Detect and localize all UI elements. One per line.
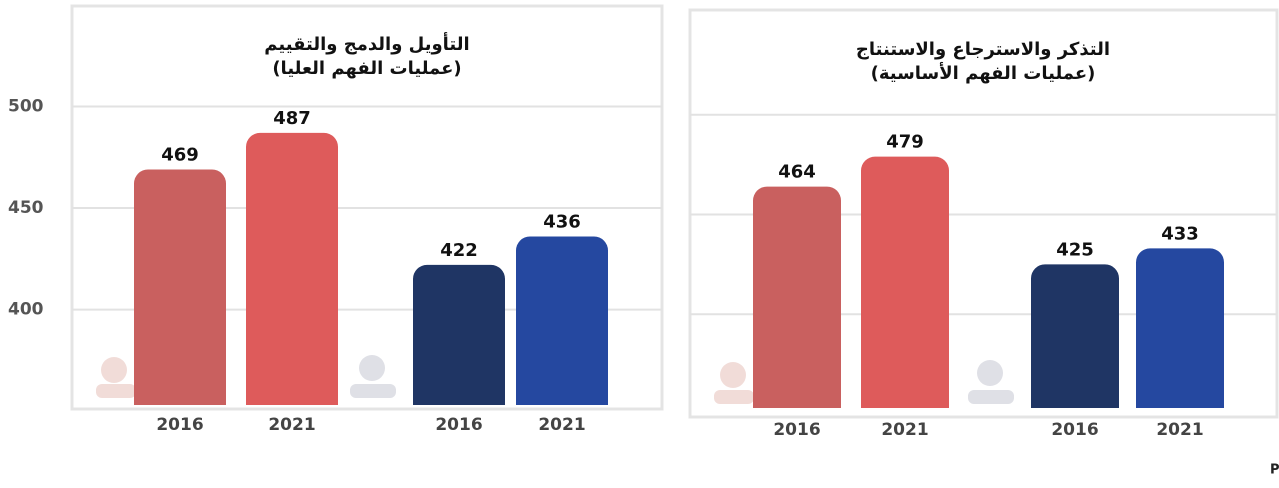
bar-base (134, 391, 226, 405)
x-tick-label: 2016 (1051, 420, 1098, 440)
value-label: 479 (886, 132, 924, 153)
bar-base (516, 391, 608, 405)
girl-icon (96, 357, 136, 398)
bar (516, 236, 608, 405)
girl-icon (714, 362, 754, 404)
bar (246, 132, 338, 406)
bar-base (1031, 394, 1119, 408)
boy-icon (350, 355, 396, 398)
bar (1136, 248, 1224, 408)
value-label: 422 (440, 240, 478, 261)
y-tick-label: 450 (8, 198, 44, 218)
x-tick-label: 2021 (881, 420, 928, 440)
value-label: 433 (1161, 223, 1199, 244)
value-label: 487 (273, 108, 311, 129)
x-tick-label: 2016 (773, 420, 820, 440)
value-label: 425 (1056, 239, 1094, 260)
value-label: 469 (161, 144, 199, 165)
x-tick-label: 2021 (1156, 420, 1203, 440)
chart-subtitle: (عمليات الفهم الأساسية) (871, 62, 1096, 84)
chart-subtitle: (عمليات الفهم العليا) (272, 58, 461, 79)
y-tick-label: 500 (8, 97, 44, 117)
bar (753, 186, 841, 408)
boy-icon (968, 360, 1014, 404)
bar-base (246, 391, 338, 405)
bar (413, 264, 505, 405)
value-label: 464 (778, 162, 816, 183)
bar (1031, 264, 1119, 408)
x-tick-label: 2016 (435, 415, 482, 435)
y-tick-label: 400 (8, 300, 44, 320)
bar-base (413, 391, 505, 405)
x-tick-label: 2021 (538, 415, 585, 435)
x-tick-label: 2021 (268, 415, 315, 435)
x-tick-label: 2016 (156, 415, 203, 435)
bar-base (1136, 394, 1224, 408)
bar-base (753, 394, 841, 408)
bar (134, 169, 226, 405)
bar (861, 156, 949, 408)
value-label: 436 (543, 211, 581, 232)
chart-title: التأويل والدمج والتقييم (264, 32, 469, 55)
bar-base (861, 394, 949, 408)
source-note: المصدر: تقرير IEA عن نتائج الدول في PIRL… (1270, 463, 1279, 478)
chart-title: التذكر والاسترجاع والاستنتاج (856, 39, 1110, 60)
